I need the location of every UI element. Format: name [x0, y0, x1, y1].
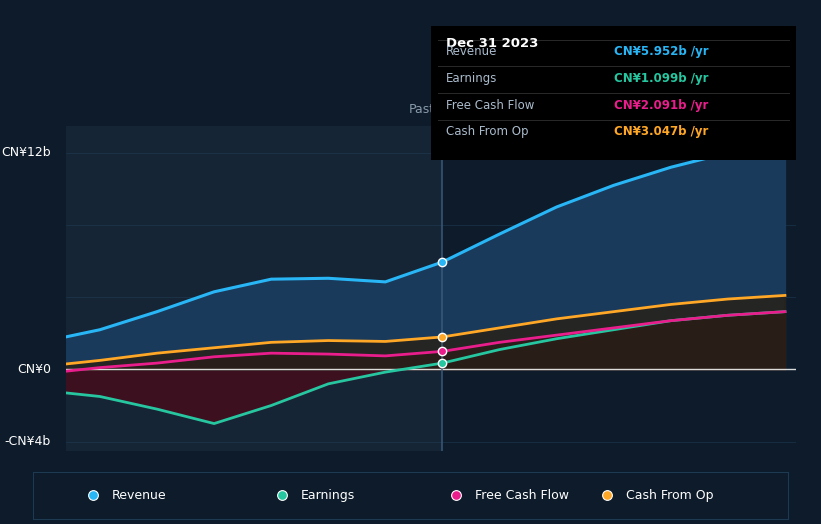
- Text: CN¥5.952b /yr: CN¥5.952b /yr: [614, 45, 709, 58]
- Text: Dec 31 2023: Dec 31 2023: [446, 37, 538, 50]
- Text: Earnings: Earnings: [446, 72, 497, 85]
- Text: CN¥1.099b /yr: CN¥1.099b /yr: [614, 72, 709, 85]
- Text: Revenue: Revenue: [112, 489, 167, 501]
- Text: Cash From Op: Cash From Op: [626, 489, 713, 501]
- Text: -CN¥4b: -CN¥4b: [5, 435, 51, 448]
- Text: 2021: 2021: [84, 477, 116, 489]
- Text: CN¥2.091b /yr: CN¥2.091b /yr: [614, 99, 708, 112]
- Text: Past: Past: [409, 103, 435, 116]
- Text: CN¥3.047b /yr: CN¥3.047b /yr: [614, 125, 708, 138]
- Text: 2024: 2024: [427, 477, 458, 489]
- Text: 2022: 2022: [199, 477, 230, 489]
- Text: Free Cash Flow: Free Cash Flow: [475, 489, 569, 501]
- Text: CN¥12b: CN¥12b: [2, 146, 51, 159]
- Text: Earnings: Earnings: [301, 489, 355, 501]
- Text: 2023: 2023: [313, 477, 344, 489]
- Text: Revenue: Revenue: [446, 45, 497, 58]
- Text: 2026: 2026: [655, 477, 686, 489]
- Text: 2025: 2025: [541, 477, 572, 489]
- Bar: [443, 126, 796, 451]
- Text: CN¥0: CN¥0: [17, 363, 51, 376]
- Text: Free Cash Flow: Free Cash Flow: [446, 99, 534, 112]
- Text: Cash From Op: Cash From Op: [446, 125, 528, 138]
- Text: Analysts Forecasts: Analysts Forecasts: [450, 103, 566, 116]
- Bar: [66, 126, 443, 451]
